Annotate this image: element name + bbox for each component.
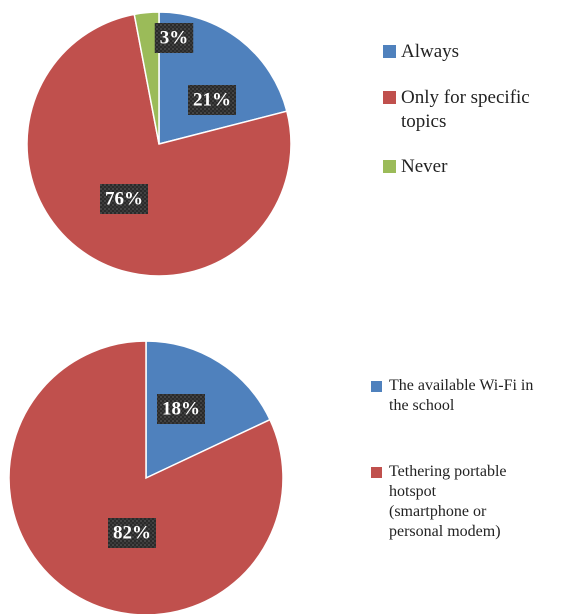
legend-item: The available Wi-Fi in the school	[371, 376, 534, 416]
legend: The available Wi-Fi in the school Tetheri…	[371, 376, 534, 542]
data-label-bg	[100, 184, 148, 214]
legend-swatch	[383, 160, 396, 174]
legend-label: Tethering portable hotspot (smartphone o…	[389, 463, 507, 540]
legend-item: Only for specific topics	[383, 86, 571, 134]
pie-slice	[133, 11, 160, 145]
legend-swatch	[383, 45, 396, 58]
pie-slice	[26, 13, 292, 277]
data-label-bg	[188, 85, 236, 115]
legend-label: Only for specific topics	[401, 86, 530, 132]
data-label: 21%	[193, 89, 231, 110]
data-label-bg	[154, 23, 194, 53]
legend-swatch	[371, 381, 382, 392]
legend: Always Only for specific topics Never	[383, 40, 571, 179]
pie-slice	[8, 340, 284, 614]
data-label-bg	[157, 394, 205, 424]
legend-label: Never	[401, 156, 448, 178]
legend-item: Always	[383, 40, 571, 64]
data-label: 82%	[113, 522, 151, 543]
data-label: 3%	[160, 27, 189, 48]
legend-swatch	[371, 467, 382, 478]
data-label-bg	[108, 518, 156, 548]
pie-slice	[145, 340, 271, 480]
data-label: 76%	[105, 188, 143, 209]
legend-label: The available Wi-Fi in the school	[389, 377, 534, 414]
legend-item: Never	[383, 155, 571, 179]
data-label: 18%	[162, 398, 200, 419]
legend-swatch	[383, 90, 396, 104]
legend-item: Tethering portable hotspot (smartphone o…	[371, 462, 519, 542]
legend-label: Always	[401, 41, 460, 62]
